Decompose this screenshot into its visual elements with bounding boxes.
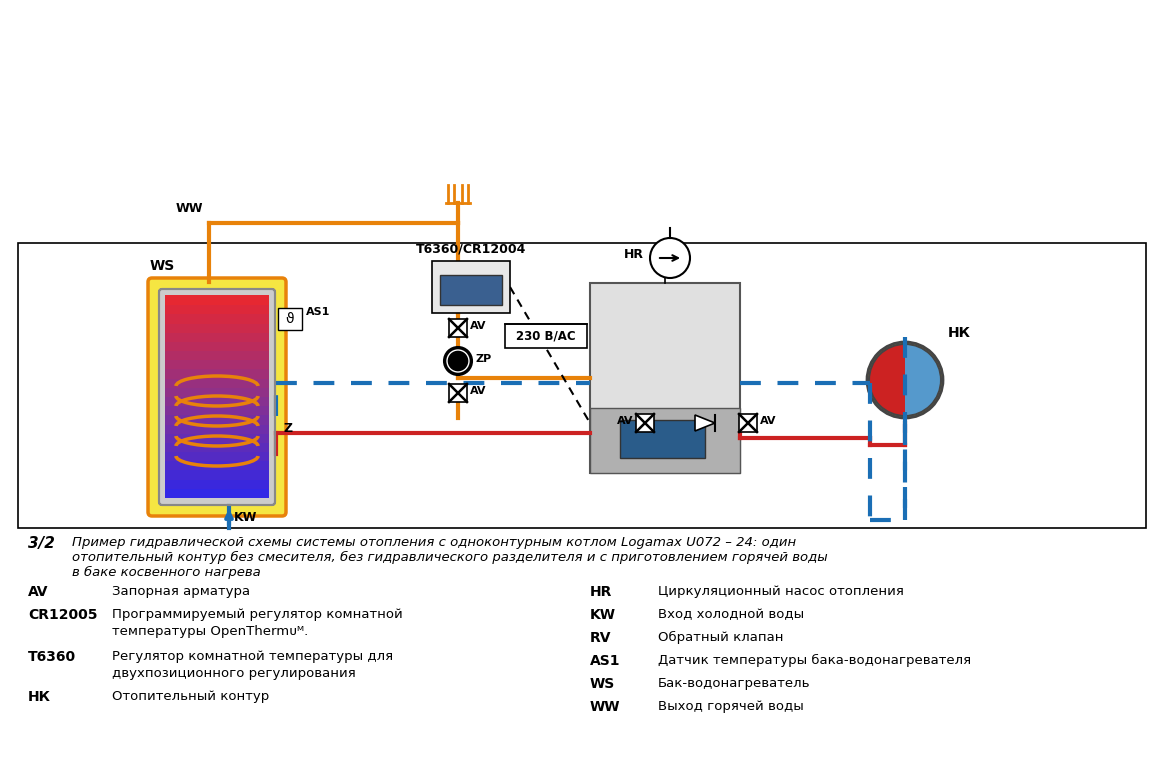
- Bar: [165, 451, 269, 462]
- Bar: [589, 283, 740, 473]
- Text: 3/2: 3/2: [28, 536, 55, 551]
- Bar: [165, 442, 269, 452]
- Bar: [589, 408, 740, 473]
- Text: RV: RV: [589, 631, 612, 645]
- Text: T6360/CR12004: T6360/CR12004: [416, 242, 527, 255]
- Text: Запорная арматура: Запорная арматура: [112, 585, 250, 598]
- Text: Выход горячей воды: Выход горячей воды: [658, 700, 804, 713]
- Text: Датчик температуры бака-водонагревателя: Датчик температуры бака-водонагревателя: [658, 654, 972, 667]
- Bar: [165, 478, 269, 488]
- Text: ZP: ZP: [475, 354, 492, 364]
- Bar: [449, 384, 467, 402]
- Text: Z: Z: [284, 422, 294, 435]
- Text: T6360: T6360: [28, 650, 76, 664]
- Text: AV: AV: [760, 416, 777, 426]
- Bar: [165, 350, 269, 360]
- Bar: [165, 332, 269, 342]
- Bar: [165, 341, 269, 351]
- Text: AS1: AS1: [306, 307, 331, 317]
- Text: AV: AV: [616, 416, 633, 426]
- Text: AV: AV: [469, 386, 487, 396]
- Text: 230 В/АС: 230 В/АС: [516, 329, 576, 343]
- Text: HR: HR: [589, 585, 613, 599]
- Text: AV: AV: [28, 585, 49, 599]
- Text: температуры OpenThermᴜᴹ.: температуры OpenThermᴜᴹ.: [112, 625, 309, 638]
- Bar: [165, 415, 269, 425]
- Wedge shape: [905, 344, 941, 416]
- Text: Циркуляционный насос отопления: Циркуляционный насос отопления: [658, 585, 904, 598]
- Bar: [739, 414, 757, 432]
- Bar: [278, 308, 302, 330]
- Polygon shape: [696, 415, 715, 431]
- Text: HR: HR: [624, 247, 644, 260]
- Text: AS1: AS1: [589, 654, 621, 668]
- Text: WS: WS: [589, 677, 615, 691]
- Text: Программируемый регулятор комнатной: Программируемый регулятор комнатной: [112, 608, 403, 621]
- Circle shape: [447, 350, 469, 372]
- Text: KW: KW: [589, 608, 616, 622]
- Text: Регулятор комнатной температуры для: Регулятор комнатной температуры для: [112, 650, 393, 663]
- Bar: [165, 323, 269, 333]
- FancyBboxPatch shape: [148, 278, 285, 516]
- Text: Вход холодной воды: Вход холодной воды: [658, 608, 804, 621]
- Bar: [432, 261, 510, 313]
- Circle shape: [867, 342, 942, 418]
- Text: WS: WS: [150, 259, 175, 273]
- Text: НК: НК: [28, 690, 51, 704]
- Text: WW: WW: [589, 700, 621, 714]
- Bar: [504, 324, 587, 348]
- Text: WW: WW: [175, 202, 203, 215]
- Bar: [165, 387, 269, 397]
- Bar: [165, 304, 269, 314]
- Bar: [165, 423, 269, 434]
- Bar: [165, 432, 269, 443]
- Bar: [440, 275, 502, 305]
- Bar: [165, 313, 269, 323]
- Bar: [636, 414, 654, 432]
- Text: Бак-водонагреватель: Бак-водонагреватель: [658, 677, 811, 690]
- Bar: [165, 469, 269, 480]
- Bar: [165, 488, 269, 498]
- Text: Обратный клапан: Обратный клапан: [658, 631, 784, 644]
- Text: CR12005: CR12005: [28, 608, 98, 622]
- Circle shape: [444, 347, 472, 375]
- Circle shape: [650, 238, 690, 278]
- Bar: [165, 396, 269, 406]
- Text: двухпозиционного регулирования: двухпозиционного регулирования: [112, 667, 355, 680]
- Text: НК: НК: [948, 326, 970, 340]
- Bar: [165, 359, 269, 369]
- Bar: [165, 295, 269, 305]
- Wedge shape: [869, 344, 905, 416]
- Text: AV: AV: [469, 321, 487, 331]
- Text: KW: KW: [234, 511, 257, 524]
- Bar: [165, 460, 269, 471]
- Bar: [165, 378, 269, 388]
- Text: Отопительный контур: Отопительный контур: [112, 690, 269, 703]
- Text: Пример гидравлической схемы системы отопления с одноконтурным котлом Logamax U07: Пример гидравлической схемы системы отоп…: [72, 536, 828, 579]
- Bar: [165, 406, 269, 415]
- Bar: [165, 369, 269, 379]
- FancyBboxPatch shape: [158, 289, 275, 505]
- Bar: [449, 319, 467, 337]
- Bar: [620, 420, 705, 458]
- Text: ϑ: ϑ: [285, 312, 295, 326]
- Bar: [17, 243, 1146, 528]
